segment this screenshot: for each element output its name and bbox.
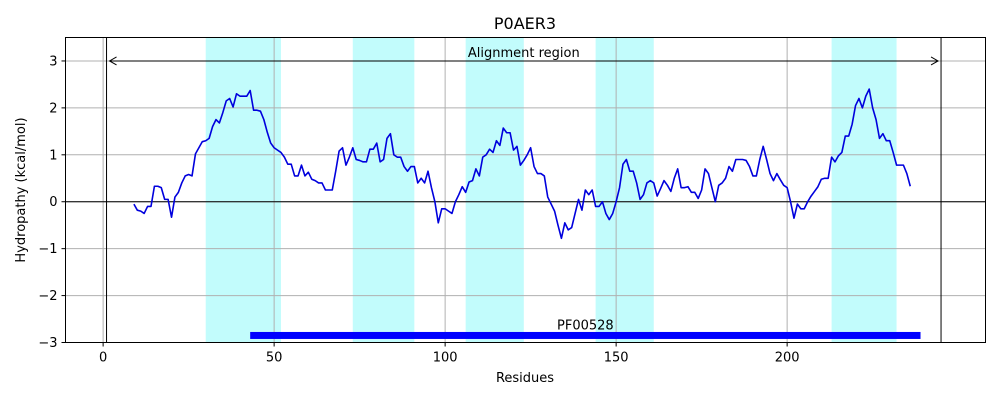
domain-layer: PF00528 (250, 318, 921, 339)
y-tick-label-2: −1 (38, 242, 57, 257)
alignment-arrow-right-head (930, 56, 940, 66)
y-axis-label: Hydropathy (kcal/mol) (14, 117, 29, 262)
domain-bar-0 (250, 331, 921, 339)
alignment-annotation: Alignment region (108, 46, 940, 66)
x-tick-label-1: 50 (266, 351, 283, 366)
x-tick-label-4: 200 (775, 351, 800, 366)
tm-region-band-2 (465, 37, 524, 343)
y-tick-label-0: −3 (38, 336, 57, 351)
x-tick-label-0: 0 (99, 351, 107, 366)
x-tick-label-2: 100 (433, 351, 458, 366)
y-tick-label-6: 3 (49, 54, 57, 69)
tm-region-bands (205, 37, 897, 343)
y-tick-label-5: 2 (49, 101, 57, 116)
tm-region-band-0 (205, 37, 281, 343)
x-tick-label-3: 150 (604, 351, 629, 366)
reference-lines (65, 37, 986, 343)
tm-region-band-4 (831, 37, 897, 343)
axis-ticks: 0 50 100 150 200 −3 −2 −1 0 1 2 3 (38, 54, 799, 365)
y-tick-label-3: 0 (49, 195, 57, 210)
plot-frame (65, 37, 986, 343)
series-layer (133, 88, 912, 240)
domain-label-0: PF00528 (557, 318, 614, 333)
y-tick-label-4: 1 (49, 148, 57, 163)
alignment-arrow-left-head (108, 56, 117, 66)
chart-title: P0AER3 (494, 14, 556, 33)
tm-region-band-1 (352, 37, 415, 343)
x-axis-label: Residues (496, 371, 554, 386)
y-tick-label-1: −2 (38, 289, 57, 304)
alignment-region-label: Alignment region (468, 46, 580, 61)
hydropathy-series-line-0 (133, 88, 912, 240)
